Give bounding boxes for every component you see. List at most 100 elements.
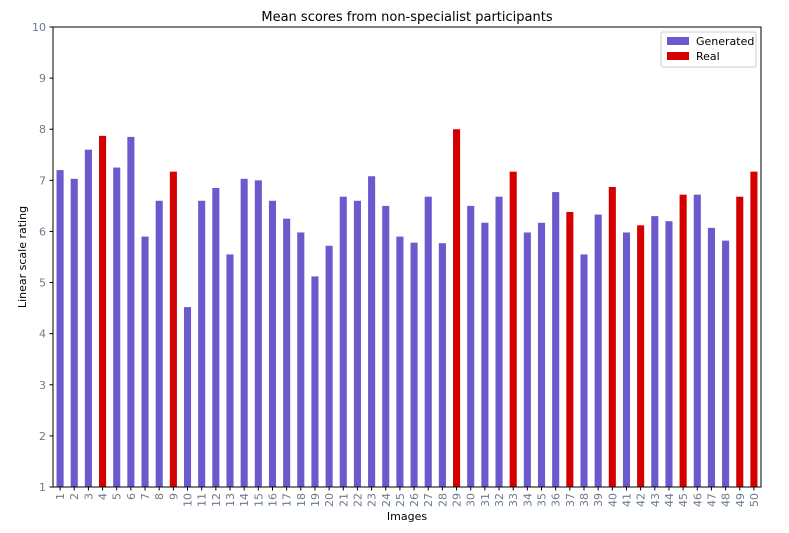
bar-image-30 xyxy=(467,205,475,487)
y-tick-label: 6 xyxy=(39,225,46,238)
bar-image-33 xyxy=(509,171,517,487)
bar-image-32 xyxy=(495,196,503,487)
y-tick-label: 1 xyxy=(39,481,46,494)
bar-image-11 xyxy=(198,200,206,487)
x-tick-label: 23 xyxy=(366,493,379,507)
x-tick-label: 5 xyxy=(111,493,124,500)
x-tick-label: 35 xyxy=(536,493,549,507)
bar-image-41 xyxy=(622,232,631,487)
y-axis-ticks: 1 2 3 4 5 6 7 8 9 10 xyxy=(32,21,53,494)
bar-image-24 xyxy=(382,205,390,487)
bar-image-34 xyxy=(523,232,531,487)
x-tick-label: 31 xyxy=(479,493,492,507)
y-tick-label: 10 xyxy=(32,21,46,34)
x-tick-label: 1 xyxy=(54,493,67,500)
bar-image-37 xyxy=(566,212,574,487)
bar-image-40 xyxy=(608,186,616,488)
bar-image-8 xyxy=(155,200,163,487)
plot-frame xyxy=(52,26,762,488)
x-axis-label: Images xyxy=(387,510,427,523)
bar-image-22 xyxy=(353,200,361,487)
y-tick-label: 9 xyxy=(39,72,46,85)
y-tick-label: 2 xyxy=(39,430,46,443)
x-tick-label: 32 xyxy=(493,493,506,507)
x-tick-label: 27 xyxy=(422,493,435,507)
x-tick-label: 47 xyxy=(705,493,718,507)
y-axis-label: Linear scale rating xyxy=(16,206,29,308)
bar-image-15 xyxy=(254,180,262,487)
x-tick-label: 36 xyxy=(550,493,563,507)
bar-image-42 xyxy=(637,225,645,487)
x-tick-label: 9 xyxy=(167,493,180,500)
x-tick-label: 40 xyxy=(606,493,619,507)
x-tick-label: 7 xyxy=(139,493,152,500)
x-tick-label: 10 xyxy=(182,493,195,507)
x-tick-label: 8 xyxy=(153,493,166,500)
bar-image-2 xyxy=(70,178,78,488)
bar-image-26 xyxy=(410,242,418,487)
y-tick-label: 3 xyxy=(39,379,46,392)
x-tick-label: 33 xyxy=(507,493,520,507)
bar-image-16 xyxy=(268,200,277,487)
x-tick-label: 16 xyxy=(266,493,279,507)
bar-image-13 xyxy=(226,254,234,487)
bar-image-18 xyxy=(297,232,305,487)
legend-label-generated: Generated xyxy=(696,35,754,48)
legend-swatch-real xyxy=(667,52,689,60)
x-tick-label: 6 xyxy=(125,493,138,500)
x-tick-label: 41 xyxy=(620,493,633,507)
bar-image-47 xyxy=(707,227,715,487)
legend-swatch-generated xyxy=(667,37,689,45)
x-tick-label: 37 xyxy=(564,493,577,507)
x-tick-label: 21 xyxy=(337,493,350,507)
x-tick-label: 46 xyxy=(691,493,704,507)
bar-image-5 xyxy=(113,167,121,487)
x-tick-label: 4 xyxy=(97,493,110,500)
legend-label-real: Real xyxy=(696,50,720,63)
x-tick-label: 30 xyxy=(465,493,478,507)
x-tick-label: 11 xyxy=(196,493,209,507)
x-tick-label: 44 xyxy=(663,493,676,507)
bar-image-39 xyxy=(594,214,602,487)
bar-image-44 xyxy=(665,221,673,487)
x-tick-label: 19 xyxy=(309,493,322,507)
x-tick-label: 25 xyxy=(394,493,407,507)
x-tick-label: 45 xyxy=(677,493,690,507)
x-tick-label: 42 xyxy=(635,493,648,507)
bar-image-4 xyxy=(99,135,107,487)
bar-image-6 xyxy=(127,136,135,487)
x-tick-label: 2 xyxy=(68,493,81,500)
x-tick-label: 43 xyxy=(649,493,662,507)
bar-image-12 xyxy=(212,188,220,487)
y-tick-label: 8 xyxy=(39,123,46,136)
x-tick-label: 12 xyxy=(210,493,223,507)
y-tick-label: 5 xyxy=(39,277,46,290)
bar-image-23 xyxy=(368,176,376,488)
x-tick-label: 50 xyxy=(748,493,761,507)
bar-image-21 xyxy=(339,196,347,487)
bar-image-49 xyxy=(736,196,744,487)
bar-image-25 xyxy=(396,236,404,487)
bar-image-38 xyxy=(580,254,588,487)
x-tick-label: 18 xyxy=(295,493,308,507)
y-tick-label: 7 xyxy=(39,174,46,187)
bar-image-1 xyxy=(56,170,64,488)
x-tick-label: 48 xyxy=(720,493,733,507)
x-tick-label: 14 xyxy=(238,493,251,507)
x-tick-label: 17 xyxy=(281,493,294,507)
bar-image-28 xyxy=(438,243,446,487)
bar-image-10 xyxy=(183,307,192,487)
bar-image-20 xyxy=(325,245,333,487)
bar-image-35 xyxy=(537,222,546,487)
bar-image-29 xyxy=(453,129,461,487)
chart-title: Mean scores from non-specialist particip… xyxy=(261,10,552,25)
x-tick-label: 29 xyxy=(451,493,464,507)
x-tick-label: 28 xyxy=(436,493,449,507)
bar-image-36 xyxy=(552,192,560,487)
x-tick-label: 49 xyxy=(734,493,747,507)
bar-image-7 xyxy=(141,236,149,487)
x-tick-label: 20 xyxy=(323,493,336,507)
bar-image-9 xyxy=(169,171,177,487)
x-tick-label: 15 xyxy=(252,493,265,507)
